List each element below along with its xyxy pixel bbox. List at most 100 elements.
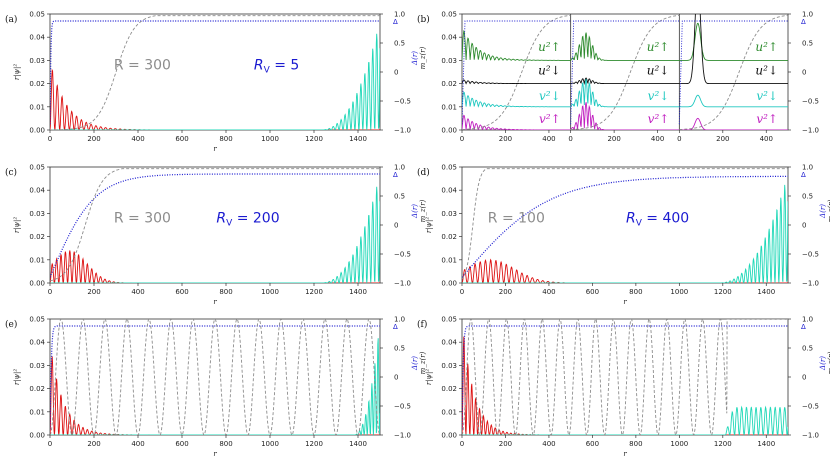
- x-tick-label: 400: [542, 288, 555, 296]
- series-r-core: [462, 258, 788, 283]
- y-tick-label: 0.05: [29, 164, 45, 172]
- x-tick-label: 600: [175, 288, 188, 296]
- annotation: R = 300: [114, 58, 171, 74]
- x-tick-label: 200: [499, 135, 512, 143]
- delta-marker: Δ: [393, 171, 398, 179]
- right-axis-label-delta: Δ(r): [819, 356, 827, 371]
- y2-tick-label: −0.5: [394, 98, 411, 106]
- x-tick-label: 400: [131, 288, 144, 296]
- component-label: v²↑: [648, 112, 670, 126]
- component-label: v²↓: [756, 89, 778, 103]
- y-tick-label: 0.01: [29, 256, 45, 264]
- series-r-edge: [462, 184, 788, 283]
- delta-marker: Δ: [801, 171, 806, 179]
- x-tick-label: 400: [542, 440, 555, 448]
- y-tick-label: 0.05: [441, 164, 457, 172]
- x-tick-label: 1400: [349, 440, 367, 448]
- curve-3-2: [679, 117, 788, 130]
- curve-2-0: [462, 91, 571, 108]
- x-tick-label: 400: [760, 135, 773, 143]
- y2-tick-label: 0: [394, 374, 398, 382]
- annotation: R = 300: [114, 211, 171, 227]
- right-axis-label-delta: Δ(r): [411, 204, 419, 219]
- x-tick-label: 1400: [349, 135, 367, 143]
- x-tick-label: 0: [460, 288, 464, 296]
- y-tick-label: 0.04: [441, 339, 457, 347]
- panel-label: (d): [417, 167, 430, 178]
- y2-tick-label: 0: [394, 222, 398, 230]
- curve-2-2: [679, 94, 788, 108]
- series--r-: [462, 325, 788, 430]
- series-r-core: [50, 250, 380, 283]
- plot-area: [50, 319, 380, 435]
- y2-tick-label: 0.5: [394, 345, 405, 353]
- curve-2-1: [570, 78, 680, 108]
- x-tick-label: 1400: [757, 440, 775, 448]
- y-tick-label: 0.05: [441, 11, 457, 19]
- delta-marker: Δ: [393, 18, 398, 26]
- x-tick-label: 1200: [714, 440, 732, 448]
- component-label: u²↓: [538, 63, 561, 77]
- component-label: v²↓: [648, 89, 670, 103]
- y2-tick-label: 1.0: [802, 316, 813, 324]
- x-tick-label: 0: [48, 288, 52, 296]
- x-axis-label: r: [213, 145, 217, 153]
- series-r-edge: [50, 33, 380, 130]
- y2-tick-label: −1.0: [802, 432, 819, 440]
- series-r-core: [50, 68, 380, 130]
- right-axis-label-mz: m_z(r): [419, 46, 427, 69]
- curve-3-0: [462, 114, 571, 130]
- series-m-z-r-: [50, 168, 380, 282]
- x-tick-label: 1200: [305, 288, 323, 296]
- x-tick-label: 0: [48, 135, 52, 143]
- x-tick-label: 200: [607, 135, 620, 143]
- y2-tick-label: 0.5: [394, 193, 405, 201]
- curve-0-1: [570, 32, 680, 61]
- component-label: u²↑: [755, 40, 778, 54]
- y-axis-label: r|ψ|²: [425, 217, 433, 234]
- x-tick-label: 800: [219, 288, 232, 296]
- x-tick-label: 600: [586, 440, 599, 448]
- y-tick-label: 0.00: [29, 127, 45, 135]
- x-tick-label: 0: [48, 440, 52, 448]
- annotation: RV = 200: [216, 211, 279, 229]
- y-tick-label: 0.02: [441, 233, 457, 241]
- panel-c: (c) 0.00 0.01 0.02 0.03 0.04 0.05 −1.0 −0.5 0 0.5 1…: [5, 164, 427, 307]
- x-tick-label: 1200: [305, 135, 323, 143]
- component-label: v²↑: [756, 112, 778, 126]
- panel-label: (a): [5, 14, 17, 25]
- y-tick-label: 0.03: [441, 210, 457, 218]
- y2-tick-label: −0.5: [394, 251, 411, 259]
- component-label: v²↓: [539, 89, 561, 103]
- series--r-: [462, 175, 788, 278]
- panel-label: (e): [5, 319, 17, 330]
- y2-tick-label: 1.0: [394, 316, 405, 324]
- panel-d: (d) 0.00 0.01 0.02 0.03 0.04 0.05 −1.0 −0.5 0 0.5 1…: [417, 164, 830, 307]
- plot-area: [462, 319, 788, 435]
- annotation: R = 100: [488, 211, 545, 227]
- y2-tick-label: −1.0: [394, 127, 411, 135]
- y-tick-label: 0.03: [29, 362, 45, 370]
- component-label: v²↑: [539, 112, 561, 126]
- panel-b: (b) 0.00 0.01 0.02 0.03 0.04 0.05 −1.0 −0.5 0 0.5 1…: [417, 11, 819, 144]
- x-tick-label: 800: [219, 440, 232, 448]
- delta-marker: Δ: [801, 323, 806, 331]
- y2-tick-label: 0.5: [802, 193, 813, 201]
- series-r-core: [462, 336, 788, 435]
- x-tick-label: 800: [629, 440, 642, 448]
- y-tick-label: 0.05: [29, 11, 45, 19]
- right-axis-label-mz: m_z(r): [419, 351, 427, 374]
- y-tick-label: 0.01: [441, 103, 457, 111]
- y2-tick-label: 1.0: [394, 164, 405, 172]
- y-tick-label: 0.04: [29, 339, 45, 347]
- x-tick-label: 600: [586, 288, 599, 296]
- component-label: u²↑: [538, 40, 561, 54]
- y-axis-label: r|ψ|²: [425, 369, 433, 386]
- x-tick-label: 1000: [261, 440, 279, 448]
- y2-tick-label: 0.5: [802, 345, 813, 353]
- y-tick-label: 0.04: [441, 34, 457, 42]
- x-tick-label: 1200: [305, 440, 323, 448]
- y-tick-label: 0.01: [441, 408, 457, 416]
- x-tick-label: 800: [219, 135, 232, 143]
- x-axis-label: r: [213, 298, 217, 306]
